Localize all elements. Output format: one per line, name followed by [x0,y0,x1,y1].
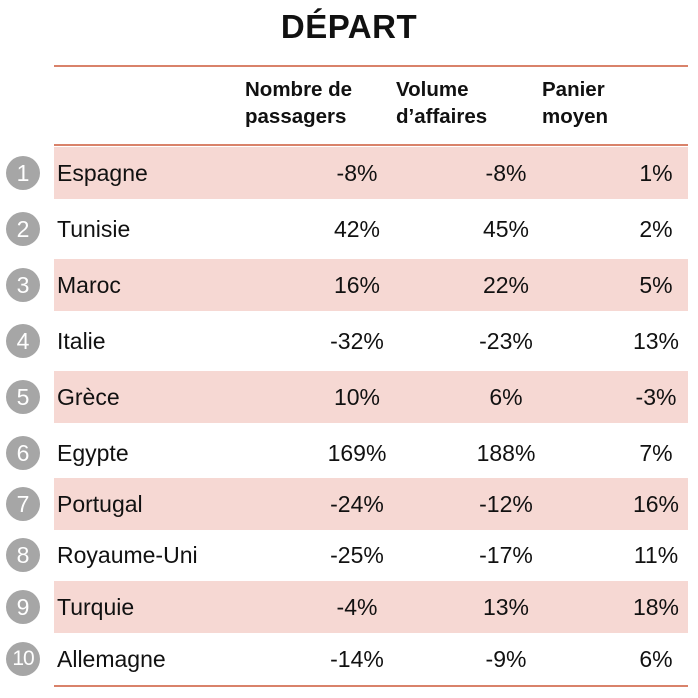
value-cell: 1% [639,160,673,186]
country-cell: Royaume-Uni [57,542,198,568]
country-cell: Portugal [57,491,143,517]
value-cell: -8% [485,160,527,186]
table-row: 5 Grèce 10% 6% -3% [6,371,688,423]
value-cell: -17% [479,542,533,568]
country-cell: Egypte [57,440,129,466]
rank-badge: 10 [6,642,40,676]
value-cell: 5% [639,272,673,298]
value-cell: 6% [489,384,523,410]
value-cell: 2% [639,216,673,242]
top-rule [54,65,688,67]
header-line: Nombre de [245,78,353,101]
table-row: 10 Allemagne -14% -9% 6% [6,633,688,685]
header-line: passagers [245,105,347,128]
header-panier-moyen: Panier moyen [542,76,608,130]
value-cell: 13% [632,328,680,354]
table-row: 6 Egypte 169% 188% 7% [6,427,688,479]
value-cell: -32% [330,328,384,354]
value-cell: 42% [333,216,381,242]
rank-badge: 1 [6,156,40,190]
header-nombre-de-passagers: Nombre de passagers [245,76,352,130]
country-cell: Maroc [57,272,121,298]
header-line: Panier [542,78,605,101]
rank-badge: 7 [6,487,40,521]
table-row: 9 Turquie -4% 13% 18% [6,581,688,633]
table-row: 7 Portugal -24% -12% 16% [6,478,688,530]
value-cell: 10% [333,384,381,410]
value-cell: 45% [482,216,530,242]
rank-badge: 9 [6,590,40,624]
value-cell: 16% [632,491,680,517]
value-cell: 13% [482,594,530,620]
header-volume-d-affaires: Volume d’affaires [396,76,487,130]
value-cell: 22% [482,272,530,298]
value-cell: 16% [333,272,381,298]
rank-badge: 8 [6,538,40,572]
table-title: DÉPART [280,8,418,45]
value-cell: -25% [330,542,384,568]
header-line: Volume [396,78,469,101]
rank-badge: 2 [6,212,40,246]
rank-badge: 5 [6,380,40,414]
rank-badge: 4 [6,324,40,358]
rank-badge: 6 [6,436,40,470]
country-cell: Italie [57,328,106,354]
value-cell: 7% [639,440,673,466]
value-cell: 169% [327,440,387,466]
header-rule [54,144,688,146]
value-cell: -24% [330,491,384,517]
bottom-rule [54,685,688,687]
value-cell: 188% [476,440,536,466]
value-cell: -9% [485,646,527,672]
rank-badge: 3 [6,268,40,302]
value-cell: -12% [479,491,533,517]
header-line: moyen [542,105,609,128]
table-row: 2 Tunisie 42% 45% 2% [6,203,688,255]
header-line: d’affaires [396,105,488,128]
table-row: 3 Maroc 16% 22% 5% [6,259,688,311]
table-row: 1 Espagne -8% -8% 1% [6,147,688,199]
value-cell: -8% [336,160,378,186]
value-cell: 11% [633,542,679,568]
table-row: 4 Italie -32% -23% 13% [6,315,688,367]
country-cell: Espagne [57,160,148,186]
value-cell: -23% [479,328,533,354]
value-cell: 18% [632,594,680,620]
country-cell: Allemagne [57,646,166,672]
country-cell: Grèce [57,384,120,410]
country-cell: Turquie [57,594,135,620]
value-cell: -3% [635,384,677,410]
country-cell: Tunisie [57,216,131,242]
value-cell: -4% [336,594,378,620]
value-cell: 6% [639,646,673,672]
table-row: 8 Royaume-Uni -25% -17% 11% [6,529,688,581]
value-cell: -14% [330,646,384,672]
